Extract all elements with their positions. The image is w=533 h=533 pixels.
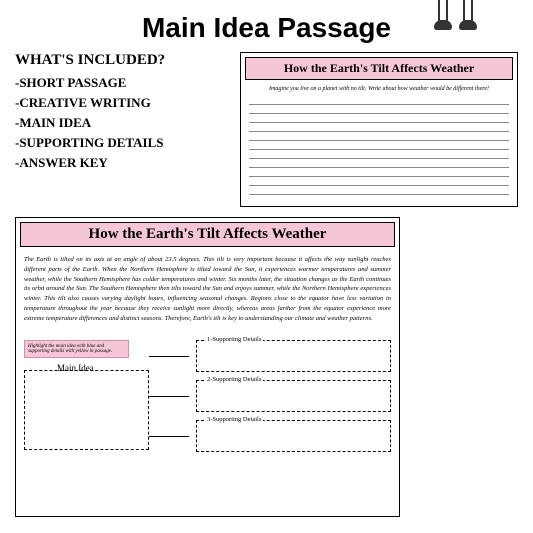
included-item: -SUPPORTING DETAILS	[15, 135, 215, 151]
writing-line	[249, 123, 509, 132]
writing-line	[249, 105, 509, 114]
supporting-detail-box: 2-Supporting Details	[196, 380, 391, 412]
writing-line	[249, 132, 509, 141]
writing-lines	[241, 94, 517, 197]
worksheet-title: How the Earth's Tilt Affects Weather	[20, 222, 395, 247]
writing-line	[249, 177, 509, 186]
girl-character-illustration	[398, 0, 518, 42]
connector-line	[149, 436, 189, 437]
passage-worksheet: How the Earth's Tilt Affects Weather The…	[15, 217, 400, 517]
included-section: WHAT'S INCLUDED? -SHORT PASSAGE -CREATIV…	[15, 52, 215, 175]
main-idea-box	[24, 370, 149, 450]
supporting-detail-box: 3-Supporting Details	[196, 420, 391, 452]
connector-line	[149, 396, 189, 397]
included-item: -MAIN IDEA	[15, 115, 215, 131]
detail-label: 2-Supporting Details	[205, 376, 263, 383]
writing-line	[249, 114, 509, 123]
supporting-detail-box: 1-Supporting Details	[196, 340, 391, 372]
detail-label: 1-Supporting Details	[205, 336, 263, 343]
highlight-instruction: Highlight the main idea with blue and su…	[24, 340, 129, 358]
leg-icon	[463, 0, 473, 22]
shoe-icon	[434, 20, 452, 30]
included-heading: WHAT'S INCLUDED?	[15, 52, 215, 69]
shoe-icon	[459, 20, 477, 30]
detail-label: 3-Supporting Details	[205, 416, 263, 423]
writing-line	[249, 168, 509, 177]
passage-text: The Earth is tilted on its axis at an an…	[16, 251, 399, 327]
included-item: -CREATIVE WRITING	[15, 95, 215, 111]
writing-line	[249, 141, 509, 150]
graphic-organizer: Highlight the main idea with blue and su…	[16, 335, 399, 465]
leg-icon	[438, 0, 448, 22]
writing-prompt: Imagine you live on a planet with no til…	[241, 84, 517, 94]
included-item: -ANSWER KEY	[15, 155, 215, 171]
writing-line	[249, 96, 509, 105]
worksheet-title: How the Earth's Tilt Affects Weather	[245, 57, 513, 80]
writing-line	[249, 159, 509, 168]
included-item: -SHORT PASSAGE	[15, 75, 215, 91]
writing-line	[249, 186, 509, 195]
writing-line	[249, 150, 509, 159]
writing-worksheet: How the Earth's Tilt Affects Weather Ima…	[240, 52, 518, 207]
connector-line	[149, 356, 189, 357]
